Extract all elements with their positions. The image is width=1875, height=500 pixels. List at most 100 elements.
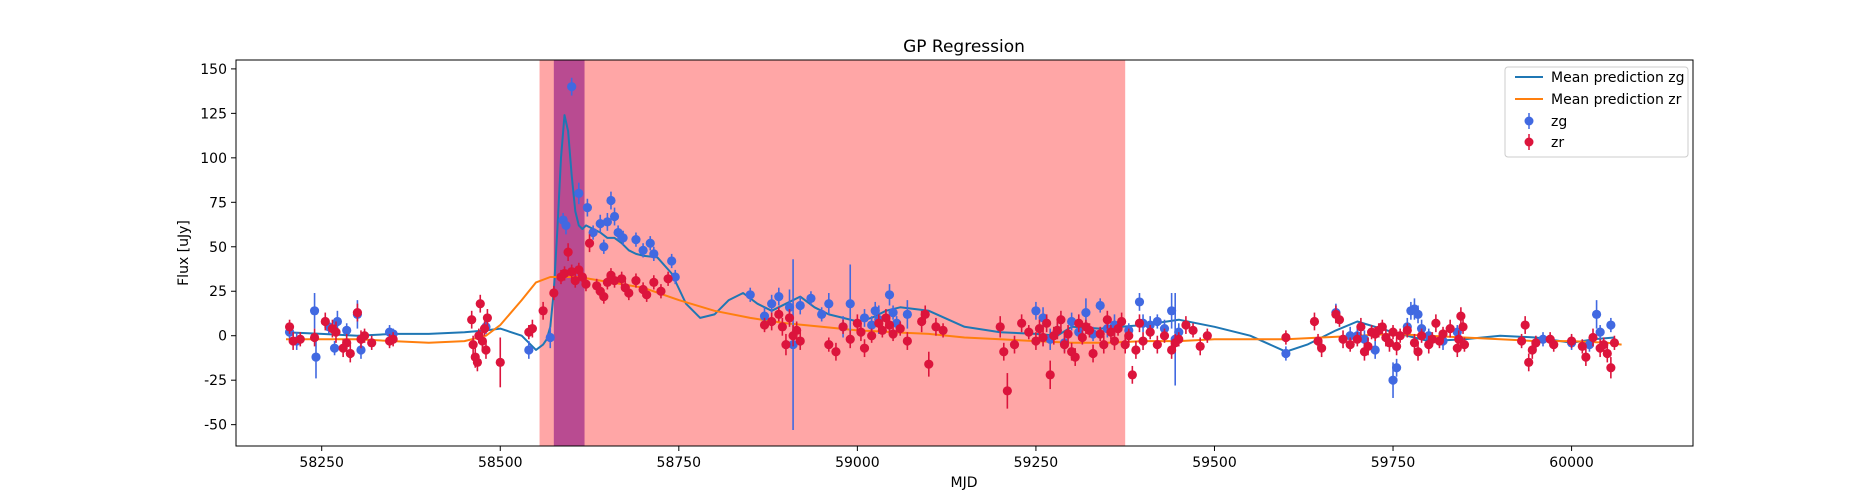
point-marker — [1520, 320, 1530, 330]
data-point — [781, 333, 791, 356]
point-marker — [618, 233, 628, 243]
data-point — [1395, 328, 1405, 343]
point-marker — [1084, 325, 1095, 335]
point-marker — [870, 306, 880, 316]
data-point — [1595, 325, 1605, 340]
data-point — [895, 321, 905, 336]
data-point — [795, 296, 805, 315]
data-point — [852, 314, 862, 333]
point-marker — [1309, 316, 1320, 327]
point-marker — [1606, 363, 1616, 373]
data-point — [472, 353, 483, 372]
data-point — [527, 319, 537, 338]
data-point — [584, 234, 595, 253]
point-marker — [745, 290, 755, 300]
data-point — [617, 271, 627, 286]
data-point — [1124, 328, 1134, 343]
point-marker — [845, 299, 855, 309]
data-point — [767, 312, 777, 331]
data-point — [1338, 330, 1348, 349]
point-marker — [599, 242, 609, 252]
data-point — [1352, 332, 1362, 347]
data-point — [642, 287, 652, 302]
y-tick-label: -25 — [204, 373, 227, 389]
point-marker — [917, 316, 927, 327]
data-point — [663, 271, 673, 286]
legend-zg-line-label: Mean prediction zg — [1551, 70, 1685, 86]
data-point — [1459, 337, 1470, 352]
data-point — [581, 277, 591, 292]
point-marker — [1038, 332, 1048, 343]
data-point — [1431, 314, 1441, 333]
data-point — [888, 326, 898, 342]
point-marker — [1117, 316, 1127, 327]
data-point — [595, 214, 605, 233]
data-point — [638, 243, 648, 258]
point-marker — [567, 82, 577, 92]
point-marker — [859, 313, 870, 323]
data-point — [824, 337, 834, 352]
data-point — [284, 319, 295, 334]
plot-frame — [235, 59, 1694, 447]
zg-mean-line — [285, 114, 1615, 353]
data-point — [1038, 328, 1048, 347]
point-marker — [1516, 336, 1527, 346]
y-axis-title: Flux [uJy] — [176, 220, 192, 286]
point-marker — [577, 272, 587, 282]
data-point — [467, 310, 477, 329]
legend-zg-marker — [1524, 116, 1534, 126]
data-point — [1413, 342, 1423, 361]
point-marker — [999, 347, 1009, 357]
data-point — [345, 344, 355, 363]
data-point — [1409, 333, 1420, 352]
data-point — [1520, 316, 1530, 334]
data-point — [1438, 326, 1448, 342]
data-point — [1042, 314, 1052, 333]
data-point — [902, 332, 912, 350]
point-marker — [1531, 338, 1541, 348]
point-marker — [1031, 306, 1041, 316]
x-tick-label: 58750 — [657, 455, 702, 471]
point-marker — [759, 320, 770, 330]
data-point — [1392, 358, 1402, 377]
point-marker — [1458, 322, 1468, 332]
point-marker — [342, 325, 352, 335]
data-point — [1009, 335, 1020, 354]
point-marker — [1409, 338, 1420, 348]
point-marker — [468, 340, 478, 350]
point-marker — [329, 343, 340, 353]
point-marker — [888, 329, 898, 339]
point-marker — [1392, 363, 1402, 373]
point-marker — [1202, 331, 1212, 341]
data-point — [320, 312, 330, 331]
data-point — [359, 328, 370, 343]
point-marker — [1345, 340, 1355, 350]
y-tick-label: 50 — [209, 240, 227, 256]
point-marker — [902, 309, 912, 319]
data-point — [1131, 341, 1141, 359]
data-point — [1609, 335, 1620, 350]
data-point — [995, 316, 1005, 338]
zr-points — [284, 234, 1620, 409]
data-point — [288, 332, 298, 350]
y-tick-label: -50 — [204, 418, 227, 434]
x-tick-label: 59750 — [1371, 455, 1416, 471]
data-point — [367, 335, 377, 350]
point-marker — [1009, 340, 1020, 350]
point-marker — [1109, 336, 1120, 346]
point-marker — [1138, 336, 1148, 346]
data-point — [902, 300, 912, 329]
point-marker — [495, 357, 505, 367]
data-point — [1099, 335, 1109, 354]
point-marker — [1352, 334, 1362, 344]
point-marker — [631, 275, 641, 286]
point-marker — [938, 325, 948, 335]
data-point — [618, 230, 628, 245]
point-marker — [1431, 318, 1441, 328]
data-point — [1031, 301, 1041, 320]
point-marker — [538, 306, 548, 316]
point-marker — [1584, 340, 1595, 350]
point-marker — [792, 325, 802, 335]
data-point — [1117, 312, 1127, 331]
x-tick-label: 59000 — [835, 455, 880, 471]
